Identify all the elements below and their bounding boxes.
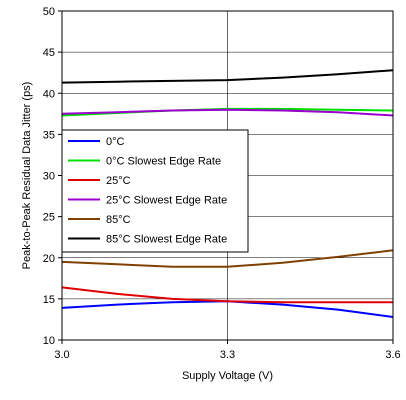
x-tick-label: 3.0	[54, 349, 69, 361]
y-tick-label: 15	[43, 294, 55, 306]
legend-label: 25°C	[106, 175, 131, 187]
y-tick-label: 20	[43, 253, 55, 265]
y-tick-label: 30	[43, 171, 55, 183]
legend-box	[61, 129, 249, 253]
legend-label: 0°C Slowest Edge Rate	[106, 156, 221, 168]
x-axis-title: Supply Voltage (V)	[182, 370, 273, 382]
axes: 10 15 20 25 30 35 40 45 50 3.0 3.3 3.6	[43, 6, 401, 361]
y-tick-label: 25	[43, 212, 55, 224]
y-tick-label: 10	[43, 335, 55, 347]
legend-label: 25°C Slowest Edge Rate	[106, 195, 227, 207]
x-tick-label: 3.6	[385, 349, 400, 361]
legend-label: 0°C	[106, 136, 125, 148]
legend: 0°C 0°C Slowest Edge Rate 25°C 25°C Slowest…	[61, 129, 249, 253]
series-line-4	[61, 249, 394, 268]
y-tick-label: 40	[43, 88, 55, 100]
y-tick-label: 35	[43, 129, 55, 141]
legend-label: 85°C	[106, 214, 131, 226]
series-lines	[61, 69, 394, 318]
y-axis-title: Peak-to-Peak Residual Data Jitter (ps)	[21, 82, 33, 270]
legend-label: 85°C Slowest Edge Rate	[106, 234, 227, 246]
series-line-2	[61, 286, 393, 304]
y-tick-label: 50	[43, 6, 55, 18]
y-tick-label: 45	[43, 47, 55, 59]
series-line-3	[61, 108, 394, 117]
x-tick-label: 3.3	[220, 349, 235, 361]
series-line-5	[61, 69, 394, 84]
